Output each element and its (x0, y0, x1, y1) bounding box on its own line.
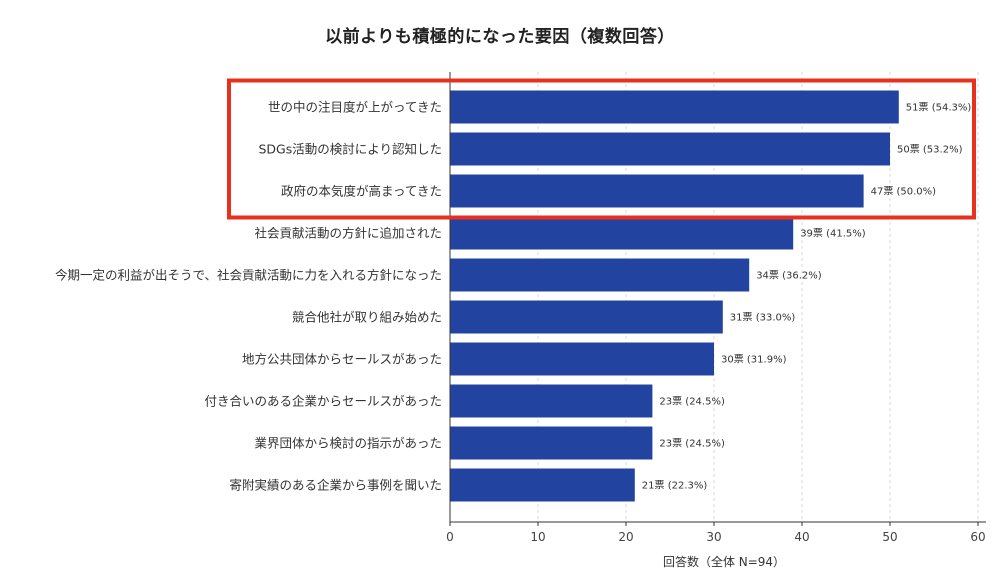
x-tick-label: 60 (970, 530, 985, 544)
bar (450, 258, 750, 292)
value-label: 31票 (33.0%) (730, 312, 796, 324)
category-label: 業界団体から検討の指示があった (254, 436, 442, 451)
bar (450, 426, 653, 460)
x-tick-label: 20 (618, 530, 633, 544)
bar (450, 384, 653, 418)
x-tick-label: 0 (446, 530, 454, 544)
value-label: 51票 (54.3%) (906, 102, 972, 114)
category-label: 世の中の注目度が上がってきた (268, 100, 442, 115)
highlight-frame (227, 78, 976, 220)
category-label: 寄附実績のある企業から事例を聞いた (229, 478, 442, 493)
bar (450, 132, 890, 166)
chart-title: 以前よりも積極的になった要因（複数回答） (325, 27, 675, 47)
value-labels: 51票 (54.3%) 50票 (53.2%) 47票 (50.0%) 39票 (41… (642, 102, 972, 492)
bar (450, 174, 864, 208)
category-label: 社会貢献活動の方針に追加された (254, 226, 442, 241)
x-axis-title: 回答数（全体 N=94） (663, 554, 785, 569)
value-label: 23票 (24.5%) (659, 396, 725, 408)
value-label: 47票 (50.0%) (871, 186, 937, 198)
x-tick-label: 10 (530, 530, 545, 544)
category-label: 今期一定の利益が出そうで、社会貢献活動に力を入れる方針になった (55, 268, 442, 283)
bar (450, 216, 794, 250)
bar (450, 468, 635, 502)
value-label: 21票 (22.3%) (642, 480, 708, 492)
category-label: 競合他社が取り組み始めた (292, 310, 442, 325)
x-tick-label: 40 (794, 530, 809, 544)
x-tick-label: 30 (706, 530, 721, 544)
value-label: 23票 (24.5%) (659, 438, 725, 450)
bar (450, 342, 714, 376)
bar (450, 300, 723, 334)
value-label: 50票 (53.2%) (897, 144, 963, 156)
value-label: 39票 (41.5%) (800, 228, 866, 240)
bars (450, 90, 899, 502)
value-label: 34票 (36.2%) (756, 270, 822, 282)
category-label: SDGs活動の検討により認知した (258, 142, 442, 157)
x-axis: 0 10 20 30 40 50 60 回答数（全体 N=94） (446, 72, 986, 569)
category-label: 地方公共団体からセールスがあった (242, 352, 442, 367)
category-labels: 世の中の注目度が上がってきた SDGs活動の検討により認知した政府の本気度が高まっ… (55, 100, 442, 493)
x-tick-label: 50 (882, 530, 897, 544)
highlight-box (227, 78, 976, 220)
bar (450, 90, 899, 124)
category-label: 付き合いのある企業からセールスがあった (204, 394, 442, 409)
category-label: 政府の本気度が高まってきた (281, 184, 442, 199)
value-label: 30票 (31.9%) (721, 354, 787, 366)
